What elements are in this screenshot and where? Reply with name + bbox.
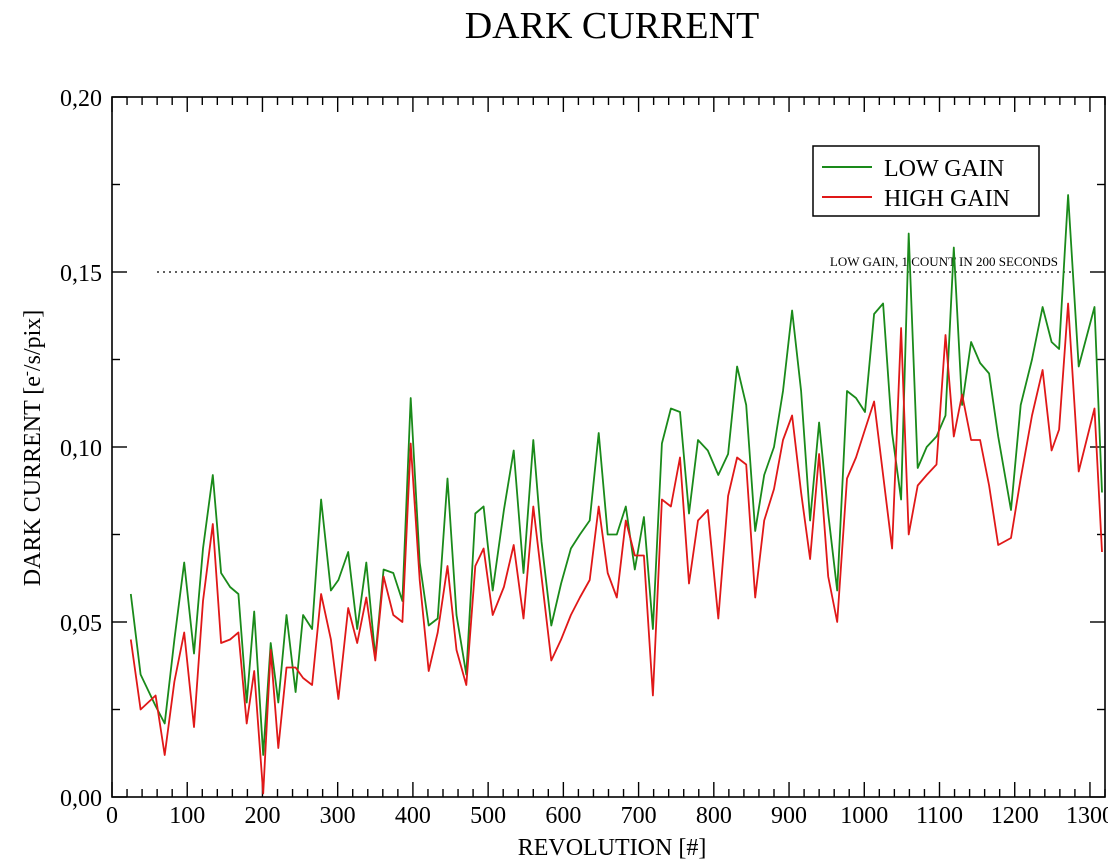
- y-axis-label-superscript: -: [19, 371, 35, 376]
- y-tick-label: 0,05: [60, 611, 102, 637]
- x-tick-label: 1100: [916, 803, 963, 829]
- plot-frame: [111, 96, 1106, 798]
- x-tick-label: 200: [244, 803, 280, 829]
- y-tick-labels: 0,00 0,05 0,10 0,15 0,20: [60, 86, 102, 812]
- x-tick-label: 400: [395, 803, 431, 829]
- x-tick-label: 100: [169, 803, 205, 829]
- x-tick-label: 500: [470, 803, 506, 829]
- series-line-low-gain: [129, 194, 1103, 756]
- svg-text:DARK CURRENT [e-/s/pix]: DARK CURRENT [e-/s/pix]: [19, 310, 46, 587]
- x-tick-labels: 0 100 200 300 400 500 600 700 800 900 1000 1100 1200…: [106, 803, 1108, 829]
- x-tick-label: 300: [320, 803, 356, 829]
- y-tick-label: 0,00: [60, 786, 102, 812]
- y-axis-label: DARK CURRENT [e-/s/pix]: [19, 310, 46, 587]
- legend-box: [812, 145, 1040, 217]
- y-tick-label: 0,15: [60, 261, 102, 287]
- legend-label-high-gain: HIGH GAIN: [884, 186, 1010, 212]
- x-tick-label: 800: [696, 803, 732, 829]
- y-tick-label: 0,20: [60, 86, 102, 112]
- x-tick-label: 900: [771, 803, 807, 829]
- x-tick-label: 1200: [991, 803, 1039, 829]
- y-axis-label-text: DARK CURRENT [e: [20, 376, 46, 586]
- x-tick-label: 1300: [1066, 803, 1108, 829]
- y-axis-label-unit: /s/pix]: [20, 310, 46, 371]
- legend-label-low-gain: LOW GAIN: [884, 156, 1004, 182]
- x-tick-label: 0: [106, 803, 118, 829]
- x-tick-label: 700: [621, 803, 657, 829]
- series-lines: [129, 194, 1103, 795]
- x-tick-label: 600: [545, 803, 581, 829]
- reference-line: LOW GAIN, 1 COUNT IN 200 SECONDS: [157, 254, 1075, 273]
- series-line-high-gain: [129, 302, 1103, 795]
- chart-title: DARK CURRENT: [465, 5, 760, 47]
- legend: LOW GAIN HIGH GAIN: [812, 145, 1040, 217]
- x-axis-label: REVOLUTION [#]: [518, 835, 707, 861]
- x-tick-label: 1000: [840, 803, 888, 829]
- y-tick-label: 0,10: [60, 436, 102, 462]
- reference-line-label: LOW GAIN, 1 COUNT IN 200 SECONDS: [830, 254, 1058, 269]
- axis-ticks: [111, 96, 1106, 798]
